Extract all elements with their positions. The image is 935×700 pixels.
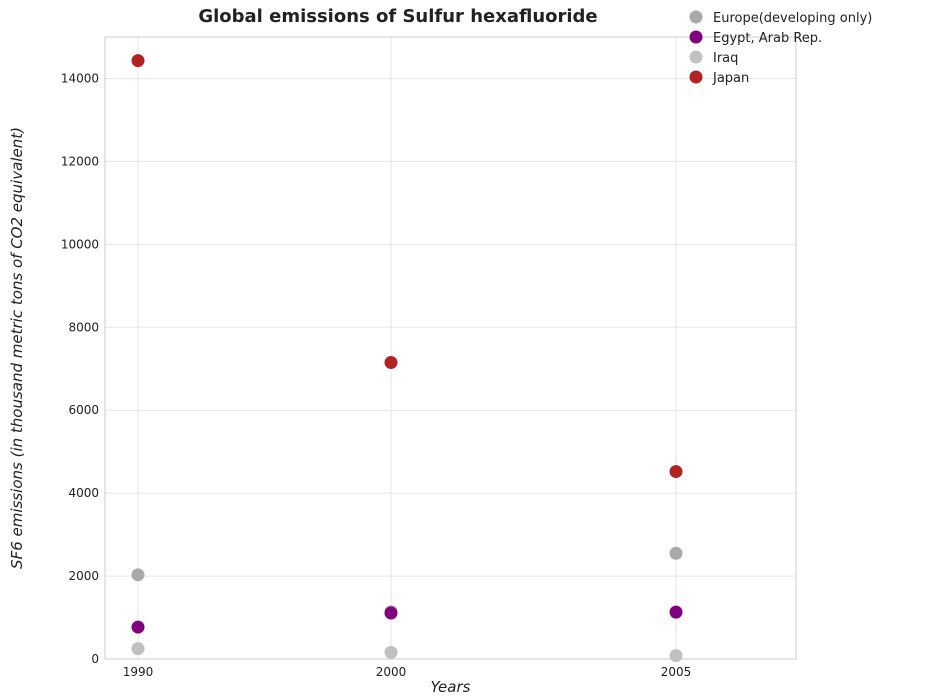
data-points	[131, 54, 683, 663]
legend-marker	[689, 10, 703, 24]
grid	[105, 37, 796, 660]
legend-marker	[689, 50, 703, 64]
y-tick-label: 10000	[61, 237, 99, 251]
legend-marker	[689, 70, 703, 84]
data-point	[669, 605, 683, 619]
y-tick-label: 2000	[68, 569, 99, 583]
legend-label: Egypt, Arab Rep.	[713, 31, 822, 46]
y-tick-label: 8000	[68, 320, 99, 334]
data-point	[131, 568, 145, 582]
data-point	[384, 645, 398, 659]
y-tick-label: 12000	[61, 154, 99, 168]
data-point	[384, 606, 398, 620]
x-tick-label: 2000	[376, 665, 407, 679]
legend-label: Iraq	[713, 51, 738, 66]
y-tick-label: 4000	[68, 486, 99, 500]
x-axis-label: Years	[431, 678, 471, 696]
data-point	[131, 54, 145, 68]
legend: Europe(developing only) Egypt, Arab Rep. I…	[689, 10, 872, 86]
data-point	[384, 356, 398, 370]
x-tick-label: 2005	[661, 665, 692, 679]
x-tick-label: 1990	[123, 665, 154, 679]
y-axis-label: SF6 emissions (in thousand metric tons o…	[8, 127, 26, 569]
legend-label: Europe(developing only)	[713, 11, 872, 26]
x-tick-labels: 1990 2000 2005	[123, 665, 692, 679]
plot-area-border	[104, 36, 797, 660]
data-point	[131, 620, 145, 634]
data-point	[669, 649, 683, 663]
legend-marker	[689, 30, 703, 44]
y-tick-label: 14000	[61, 71, 99, 85]
data-point	[669, 465, 683, 479]
data-point	[669, 546, 683, 560]
y-tick-label: 0	[91, 652, 99, 666]
y-tick-label: 6000	[68, 403, 99, 417]
chart-title: Global emissions of Sulfur hexafluoride	[198, 6, 598, 27]
legend-label: Japan	[712, 71, 749, 86]
plot-frame	[104, 36, 797, 660]
data-point	[131, 642, 145, 656]
y-tick-labels: 0 2000 4000 6000 8000 10000 12000 14000	[61, 71, 99, 666]
